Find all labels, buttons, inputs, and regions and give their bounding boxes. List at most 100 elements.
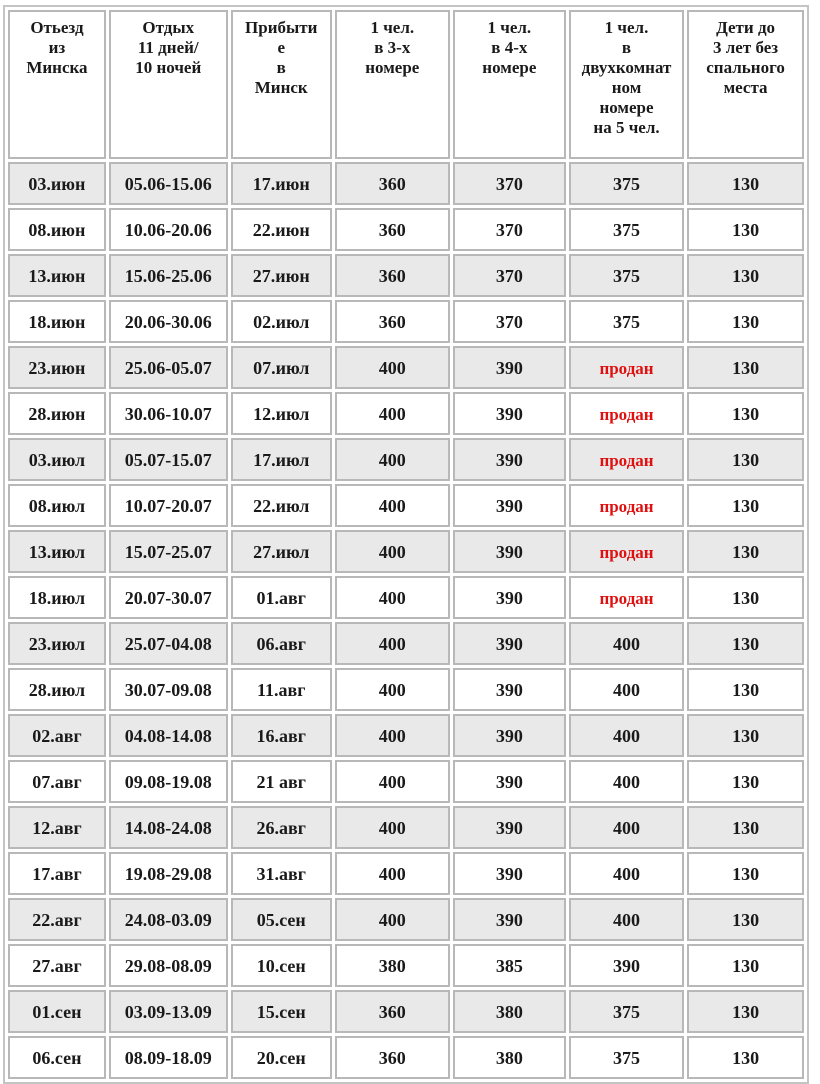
cell-arrival: 12.июл [230,392,332,435]
header-line: места [723,78,768,97]
cell-price-quad: 390 [452,484,566,527]
cell-child-price: 130 [687,806,804,849]
cell-price-quad: 390 [452,392,566,435]
cell-child-price: 130 [687,1036,804,1079]
cell-child-price: 130 [687,714,804,757]
cell-arrival: 27.июн [230,254,332,297]
cell-price-two-room: продан [568,530,685,573]
table-row: 17.авг 19.08-29.08 31.авг 400 390 400 130 [8,852,804,895]
cell-child-price: 130 [687,162,804,205]
cell-stay: 10.06-20.06 [108,208,228,251]
table-row: 18.июн 20.06-30.06 02.июл 360 370 375 130 [8,300,804,343]
header-price-triple: 1 чел. в 3-х номере [334,10,450,159]
cell-price-quad: 390 [452,438,566,481]
cell-price-triple: 360 [334,1036,450,1079]
cell-price-triple: 400 [334,484,450,527]
header-line: двухкомнат [581,58,672,77]
cell-departure: 08.июн [8,208,106,251]
table-row: 23.июл 25.07-04.08 06.авг 400 390 400 130 [8,622,804,665]
cell-price-triple: 400 [334,622,450,665]
cell-child-price: 130 [687,990,804,1033]
cell-price-triple: 360 [334,162,450,205]
table-row: 07.авг 09.08-19.08 21 авг 400 390 400 130 [8,760,804,803]
cell-price-quad: 370 [452,208,566,251]
cell-stay: 14.08-24.08 [108,806,228,849]
cell-price-quad: 390 [452,714,566,757]
cell-price-two-room: продан [568,438,685,481]
cell-stay: 30.06-10.07 [108,392,228,435]
header-price-quad: 1 чел. в 4-х номере [452,10,566,159]
cell-child-price: 130 [687,392,804,435]
header-line: спального [706,58,785,77]
cell-price-quad: 390 [452,346,566,389]
cell-departure: 28.июн [8,392,106,435]
cell-price-triple: 400 [334,806,450,849]
cell-departure: 13.июл [8,530,106,573]
cell-child-price: 130 [687,898,804,941]
cell-child-price: 130 [687,760,804,803]
cell-price-quad: 370 [452,254,566,297]
cell-arrival: 15.сен [230,990,332,1033]
cell-price-two-room: 400 [568,622,685,665]
cell-child-price: 130 [687,484,804,527]
cell-price-two-room: 375 [568,208,685,251]
header-line: ном [611,78,642,97]
cell-departure: 03.июн [8,162,106,205]
table-row: 13.июл 15.07-25.07 27.июл 400 390 продан 130 [8,530,804,573]
cell-price-triple: 400 [334,898,450,941]
cell-departure: 03.июл [8,438,106,481]
cell-price-quad: 380 [452,990,566,1033]
cell-price-quad: 390 [452,760,566,803]
cell-departure: 06.сен [8,1036,106,1079]
cell-stay: 24.08-03.09 [108,898,228,941]
cell-stay: 29.08-08.09 [108,944,228,987]
cell-price-quad: 385 [452,944,566,987]
table-row: 13.июн 15.06-25.06 27.июн 360 370 375 130 [8,254,804,297]
header-line: Минск [254,78,308,97]
table-row: 01.сен 03.09-13.09 15.сен 360 380 375 130 [8,990,804,1033]
cell-stay: 25.07-04.08 [108,622,228,665]
cell-price-triple: 400 [334,438,450,481]
header-line: в [276,58,286,77]
cell-stay: 09.08-19.08 [108,760,228,803]
cell-departure: 07.авг [8,760,106,803]
cell-price-quad: 390 [452,898,566,941]
cell-price-quad: 390 [452,806,566,849]
header-line: Прибыти [245,18,318,37]
header-line: е [277,38,285,57]
header-row: Отьезд из Минска Отдых 11 дней/10 ночей Прибы… [8,10,804,159]
cell-stay: 30.07-09.08 [108,668,228,711]
cell-price-triple: 360 [334,208,450,251]
cell-child-price: 130 [687,530,804,573]
table-row: 02.авг 04.08-14.08 16.авг 400 390 400 130 [8,714,804,757]
table-row: 08.июл 10.07-20.07 22.июл 400 390 продан 130 [8,484,804,527]
cell-child-price: 130 [687,300,804,343]
table-row: 03.июн 05.06-15.06 17.июн 360 370 375 130 [8,162,804,205]
cell-price-quad: 380 [452,1036,566,1079]
cell-price-two-room: 400 [568,852,685,895]
cell-price-two-room: 400 [568,806,685,849]
cell-arrival: 02.июл [230,300,332,343]
cell-stay: 15.06-25.06 [108,254,228,297]
cell-departure: 02.авг [8,714,106,757]
cell-child-price: 130 [687,944,804,987]
header-line: 10 ночей [135,58,202,77]
header-stay: Отдых 11 дней/10 ночей [108,10,228,159]
cell-stay: 20.07-30.07 [108,576,228,619]
cell-departure: 17.авг [8,852,106,895]
cell-price-two-room: 375 [568,300,685,343]
table-row: 18.июл 20.07-30.07 01.авг 400 390 продан 130 [8,576,804,619]
cell-departure: 01.сен [8,990,106,1033]
cell-departure: 12.авг [8,806,106,849]
cell-arrival: 22.июн [230,208,332,251]
cell-price-two-room: 375 [568,1036,685,1079]
cell-stay: 05.06-15.06 [108,162,228,205]
cell-price-quad: 390 [452,576,566,619]
cell-stay: 15.07-25.07 [108,530,228,573]
cell-arrival: 01.авг [230,576,332,619]
cell-price-two-room: 400 [568,898,685,941]
cell-price-two-room: 375 [568,254,685,297]
table-row: 08.июн 10.06-20.06 22.июн 360 370 375 130 [8,208,804,251]
table-row: 27.авг 29.08-08.09 10.сен 380 385 390 130 [8,944,804,987]
cell-price-two-room: 400 [568,714,685,757]
